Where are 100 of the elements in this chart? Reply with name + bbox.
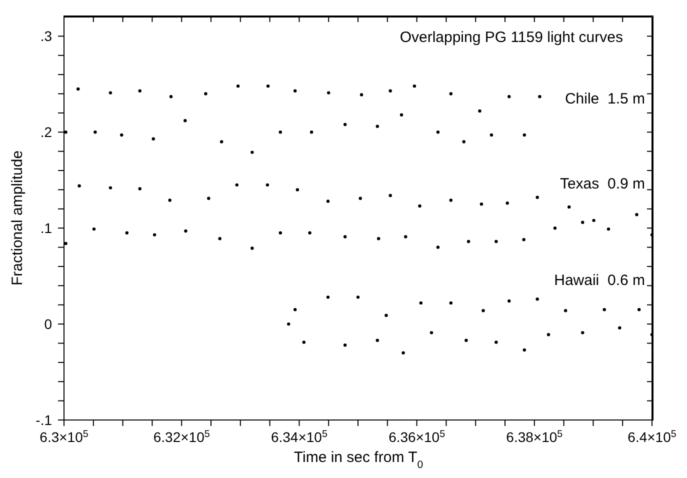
point — [536, 196, 539, 199]
point — [462, 140, 466, 144]
x-tick-label: 6.34×10$^{5}$ — [270, 428, 328, 445]
point — [138, 187, 142, 190]
point — [602, 308, 606, 312]
point — [266, 183, 270, 187]
point — [236, 84, 240, 88]
point — [546, 333, 550, 336]
point — [184, 119, 187, 122]
point — [358, 196, 362, 200]
point — [310, 130, 314, 134]
point — [564, 309, 568, 312]
point — [449, 301, 453, 305]
point — [618, 326, 622, 330]
point — [404, 235, 408, 238]
point — [293, 308, 297, 312]
point — [250, 150, 254, 154]
point — [464, 338, 468, 342]
point — [296, 188, 300, 192]
point — [169, 95, 173, 98]
point — [482, 309, 485, 312]
point — [412, 84, 416, 88]
point — [606, 227, 610, 231]
point — [592, 218, 596, 222]
point — [92, 227, 96, 231]
point — [250, 246, 254, 250]
point — [218, 237, 222, 240]
point — [184, 229, 188, 233]
point — [419, 301, 423, 305]
point — [522, 133, 526, 137]
point — [536, 298, 539, 301]
point — [402, 351, 405, 354]
point — [466, 240, 470, 244]
text: Overlapping PG 1159 light curves — [400, 29, 623, 46]
point — [581, 331, 584, 334]
point — [360, 93, 364, 96]
point — [108, 91, 112, 94]
x-tick-label: 6.38×10$^{5}$ — [506, 428, 564, 445]
point — [581, 220, 584, 224]
point — [508, 299, 511, 303]
point — [168, 198, 172, 202]
legend-label: Chile 1.5 m — [564, 90, 645, 108]
x-tick-label: 6.3×10$^{5}$ — [40, 428, 89, 445]
point — [326, 296, 330, 299]
point — [356, 296, 360, 299]
point — [108, 186, 112, 190]
point — [78, 184, 81, 188]
x-tick-label: 6.4×10$^{5}$ — [628, 428, 677, 445]
x-tick-label: 6.32×10$^{5}$ — [153, 428, 210, 445]
point — [522, 348, 526, 352]
x-tick-label: 6.36×10$^{5}$ — [388, 428, 446, 445]
point — [494, 340, 498, 344]
y-tick-label: .2 — [40, 124, 52, 140]
point — [384, 314, 388, 318]
point — [204, 92, 208, 96]
point — [278, 130, 282, 134]
point — [478, 109, 482, 113]
point — [494, 240, 498, 244]
y-axis-title: Fractional amplitude — [9, 150, 26, 286]
point — [553, 226, 557, 230]
point — [293, 89, 297, 92]
point — [388, 89, 392, 92]
point — [343, 235, 347, 238]
point — [64, 242, 68, 246]
point — [343, 122, 347, 126]
point — [120, 133, 124, 137]
y-tick-label: .1 — [40, 220, 52, 236]
point — [220, 140, 224, 144]
legend-label: Texas 0.9 m — [560, 175, 645, 192]
point — [266, 84, 270, 88]
point — [436, 246, 440, 249]
point — [327, 91, 330, 94]
point — [76, 87, 80, 91]
point — [278, 231, 282, 234]
legend-label: Hawaii 0.6 m — [554, 272, 645, 289]
point — [436, 130, 440, 134]
point — [490, 133, 494, 137]
point — [235, 183, 238, 187]
y-tick-label: 0 — [44, 316, 52, 332]
point — [538, 95, 542, 98]
point — [449, 92, 453, 96]
point — [508, 95, 511, 98]
point — [567, 205, 571, 209]
point — [400, 113, 404, 116]
point — [376, 338, 380, 342]
x-axis-title: Time in sec from T$_{0}$ — [294, 449, 424, 471]
point — [506, 202, 509, 205]
point — [94, 130, 97, 134]
point — [376, 124, 380, 128]
point — [287, 322, 290, 326]
point — [376, 237, 380, 240]
point — [308, 231, 312, 234]
point — [430, 331, 434, 334]
y-tick-label: -.1 — [36, 412, 52, 428]
point — [64, 130, 68, 134]
y-tick-label: .3 — [40, 28, 52, 44]
point — [125, 231, 129, 234]
point — [449, 198, 453, 202]
point — [480, 202, 484, 206]
point — [152, 137, 155, 140]
